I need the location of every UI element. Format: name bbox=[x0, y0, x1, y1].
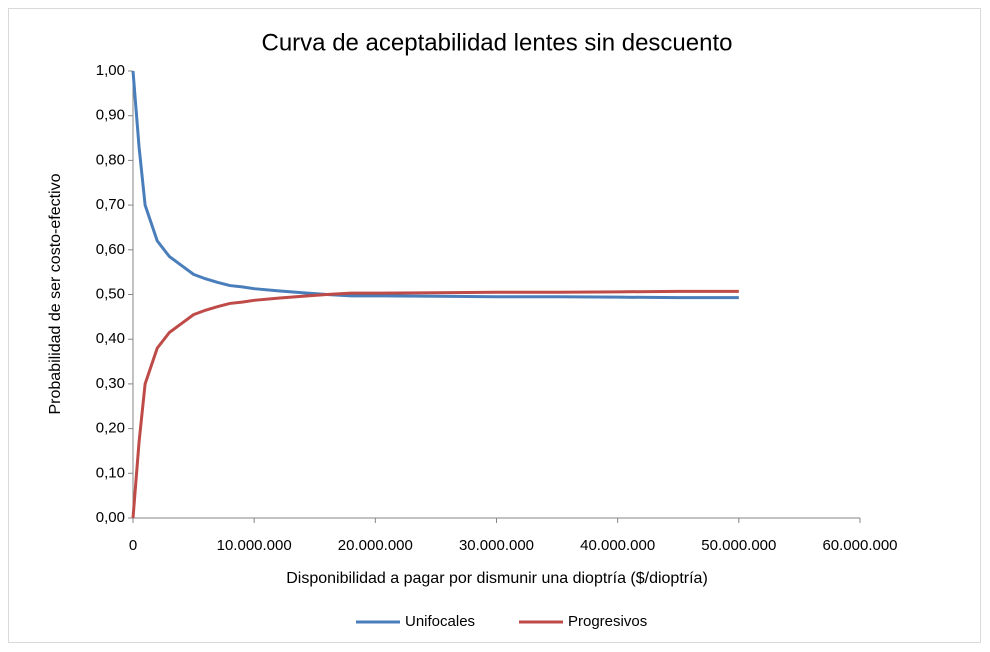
chart-title: Curva de aceptabilidad lentes sin descue… bbox=[262, 29, 733, 56]
y-tick-label: 1,00 bbox=[96, 62, 125, 79]
chart-frame bbox=[8, 8, 981, 643]
y-tick-label: 0,40 bbox=[96, 330, 125, 347]
y-tick-label: 0,20 bbox=[96, 420, 125, 437]
legend-label: Unifocales bbox=[405, 613, 475, 630]
y-tick-label: 0,30 bbox=[96, 375, 125, 392]
x-tick-label: 0 bbox=[129, 537, 137, 554]
series-line bbox=[131, 289, 739, 519]
x-tick-label: 20.000.000 bbox=[338, 537, 413, 554]
x-axis-label: Disponibilidad a pagar por dismunir una … bbox=[286, 570, 708, 587]
y-tick-label: 0,70 bbox=[96, 196, 125, 213]
y-tick-label: 0,90 bbox=[96, 107, 125, 124]
x-tick-label: 60.000.000 bbox=[822, 537, 897, 554]
y-tick-label: 0,10 bbox=[96, 464, 125, 481]
x-tick-label: 30.000.000 bbox=[459, 537, 534, 554]
x-tick-label: 10.000.000 bbox=[217, 537, 292, 554]
x-tick-label: 50.000.000 bbox=[701, 537, 776, 554]
y-tick-label: 0,00 bbox=[96, 509, 125, 526]
y-tick-label: 0,80 bbox=[96, 151, 125, 168]
y-tick-label: 0,60 bbox=[96, 241, 125, 258]
y-axis-label: Probabilidad de ser costo-efectivo bbox=[47, 173, 64, 414]
series-line bbox=[131, 70, 739, 300]
y-tick-label: 0,50 bbox=[96, 285, 125, 302]
legend-label: Progresivos bbox=[568, 613, 647, 630]
x-tick-label: 40.000.000 bbox=[580, 537, 655, 554]
